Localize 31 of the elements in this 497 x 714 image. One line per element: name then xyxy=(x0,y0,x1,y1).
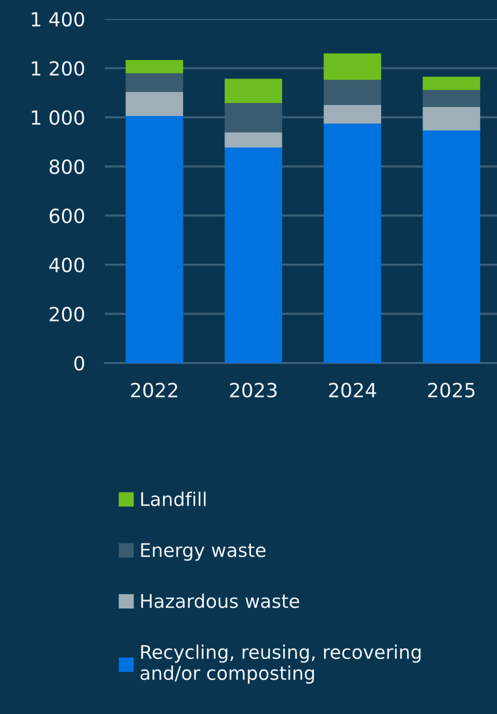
x-tick-label: 2025 xyxy=(428,382,474,398)
bar xyxy=(422,90,480,107)
bar xyxy=(324,53,382,80)
legend-label: Energy waste xyxy=(141,543,266,561)
bar xyxy=(324,80,382,105)
y-tick-label: 800 xyxy=(50,159,84,174)
y-tick-label: 200 xyxy=(50,306,84,322)
bar xyxy=(224,148,282,363)
bar xyxy=(126,60,184,74)
legend-label: Recycling, reusing, recovering and/or composting xyxy=(140,644,421,684)
x-tick-label: 2023 xyxy=(230,382,277,398)
bar xyxy=(422,130,480,363)
bar xyxy=(324,104,382,124)
y-tick-label: 1 200 xyxy=(32,61,84,76)
y-tick-label: 0 xyxy=(74,356,84,371)
y-tick-label: 1 000 xyxy=(32,110,84,125)
bar xyxy=(126,73,184,92)
bar xyxy=(224,78,282,104)
legend-label: Hazardous waste xyxy=(141,594,300,608)
bar xyxy=(422,106,480,131)
x-tick-label: 2024 xyxy=(329,382,376,398)
legend-label: Landfill xyxy=(141,492,206,506)
x-tick-label: 2022 xyxy=(131,382,178,398)
y-tick-label: 600 xyxy=(50,208,84,224)
bar xyxy=(126,92,184,116)
bar xyxy=(324,124,382,363)
y-tick-label: 1 400 xyxy=(32,12,84,27)
y-tick-label: 400 xyxy=(49,258,84,272)
bar xyxy=(126,116,184,363)
bar xyxy=(224,132,282,148)
bar xyxy=(422,76,480,90)
